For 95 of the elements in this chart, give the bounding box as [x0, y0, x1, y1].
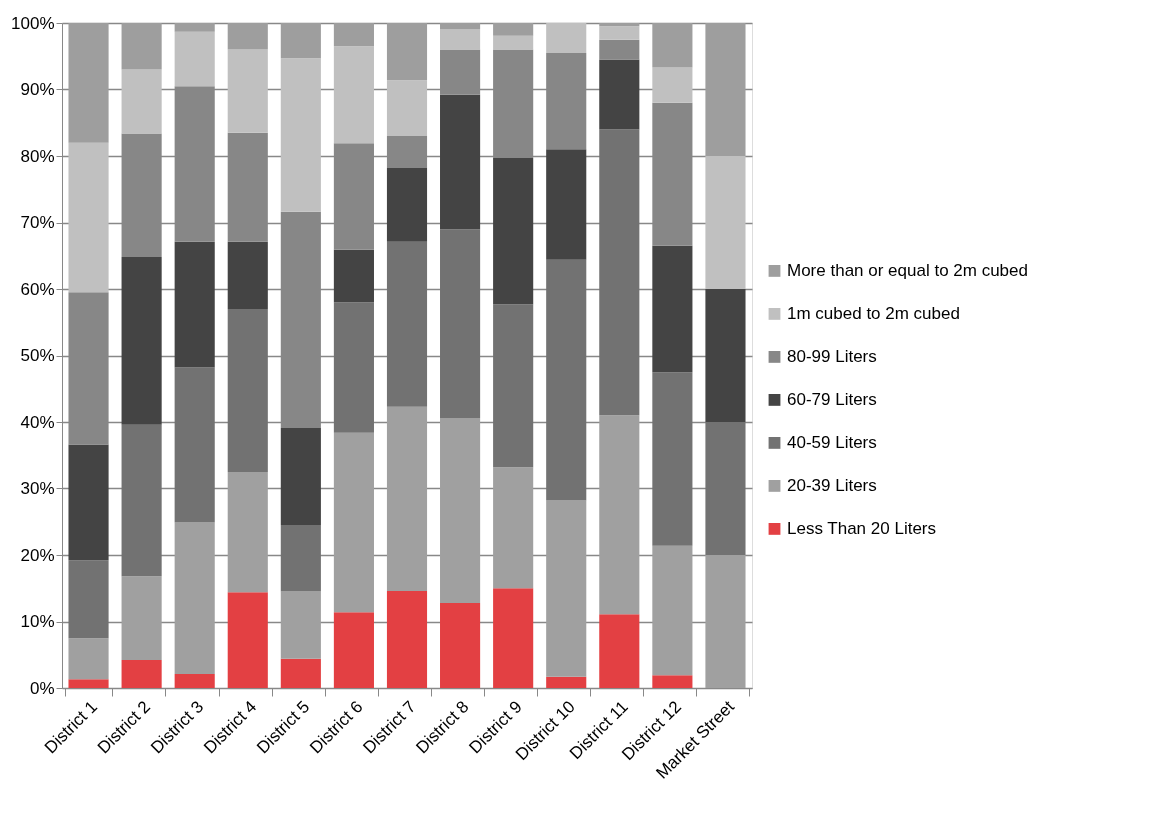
- bar: [280, 658, 321, 688]
- y-tick-label: 0%: [29, 678, 55, 698]
- bar: [333, 249, 374, 303]
- bar: [280, 23, 321, 59]
- bar: [227, 49, 268, 133]
- bar: [440, 602, 481, 688]
- y-tick-label: 90%: [20, 80, 55, 99]
- bar: [121, 424, 162, 577]
- bar: [493, 588, 534, 688]
- bar: [652, 23, 693, 68]
- y-tick-label: 10%: [20, 612, 55, 631]
- bar: [174, 367, 215, 523]
- bar: [280, 58, 321, 212]
- bar: [121, 257, 162, 425]
- bar: [493, 35, 534, 50]
- y-tick-label: 50%: [20, 346, 55, 365]
- bar: [493, 304, 534, 468]
- bar: [546, 259, 587, 501]
- bar: [68, 23, 109, 143]
- bar: [174, 31, 215, 87]
- bar: [440, 23, 481, 29]
- bar: [333, 302, 374, 433]
- bar: [121, 23, 162, 70]
- legend-label: 80-99 Liters: [787, 346, 877, 366]
- y-tick-label: 20%: [20, 545, 55, 565]
- bar: [652, 675, 693, 688]
- bar: [386, 406, 428, 591]
- bar: [174, 674, 215, 688]
- y-tick-label: 80%: [20, 146, 55, 166]
- legend-label: 1m cubed to 2m cubed: [787, 303, 960, 323]
- bar: [705, 422, 746, 555]
- bar: [599, 59, 640, 130]
- bar: [705, 555, 746, 688]
- bar: [280, 525, 321, 592]
- bar: [333, 612, 374, 688]
- bar: [68, 679, 109, 688]
- bar: [652, 67, 693, 103]
- bar: [333, 432, 374, 613]
- bar: [386, 167, 428, 242]
- bar: [174, 241, 215, 368]
- bar: [546, 149, 587, 260]
- bar: [440, 418, 481, 603]
- bar: [121, 576, 162, 661]
- bar: [121, 69, 162, 134]
- y-tick-label: 70%: [20, 213, 55, 232]
- bar: [599, 415, 640, 615]
- bar: [599, 614, 640, 688]
- bar: [386, 241, 428, 407]
- bar: [68, 142, 109, 293]
- bar: [705, 289, 746, 422]
- bar: [227, 471, 268, 593]
- bar: [652, 245, 693, 373]
- legend-label: 60-79 Liters: [787, 389, 877, 409]
- bar: [599, 26, 640, 40]
- legend-label: More than or equal to 2m cubed: [787, 260, 1028, 280]
- bar: [227, 308, 268, 472]
- bar: [174, 23, 215, 32]
- bar: [121, 660, 162, 688]
- legend-label: 40-59 Liters: [787, 432, 877, 452]
- bar: [546, 676, 587, 688]
- y-tick-label: 30%: [20, 479, 55, 498]
- bar: [599, 129, 640, 416]
- bar: [493, 467, 534, 589]
- legend-label: Less Than 20 Liters: [787, 518, 936, 538]
- bar: [440, 229, 481, 419]
- bar: [386, 23, 428, 81]
- bar: [333, 46, 374, 144]
- bar: [493, 157, 534, 305]
- bar: [227, 592, 268, 688]
- bar: [227, 23, 268, 50]
- bar: [227, 241, 268, 309]
- bar: [652, 545, 693, 676]
- bar: [68, 560, 109, 639]
- y-tick-label: 40%: [20, 412, 55, 432]
- bar: [546, 500, 587, 677]
- bar: [599, 23, 640, 27]
- bar: [333, 23, 374, 47]
- legend-label: 20-39 Liters: [787, 475, 877, 495]
- bar: [546, 23, 587, 53]
- bar: [440, 94, 481, 230]
- bar: [280, 591, 321, 659]
- bar: [386, 590, 428, 688]
- bar: [280, 427, 321, 526]
- y-tick-label: 60%: [20, 279, 55, 299]
- bar: [386, 80, 428, 137]
- bar: [68, 444, 109, 561]
- bar: [440, 28, 481, 50]
- bar: [705, 156, 746, 289]
- bar: [599, 39, 640, 60]
- bar: [652, 372, 693, 546]
- bar: [705, 23, 746, 156]
- y-tick-label: 100%: [11, 13, 55, 33]
- bar: [493, 23, 534, 36]
- bar: [174, 522, 215, 675]
- bar: [68, 638, 109, 680]
